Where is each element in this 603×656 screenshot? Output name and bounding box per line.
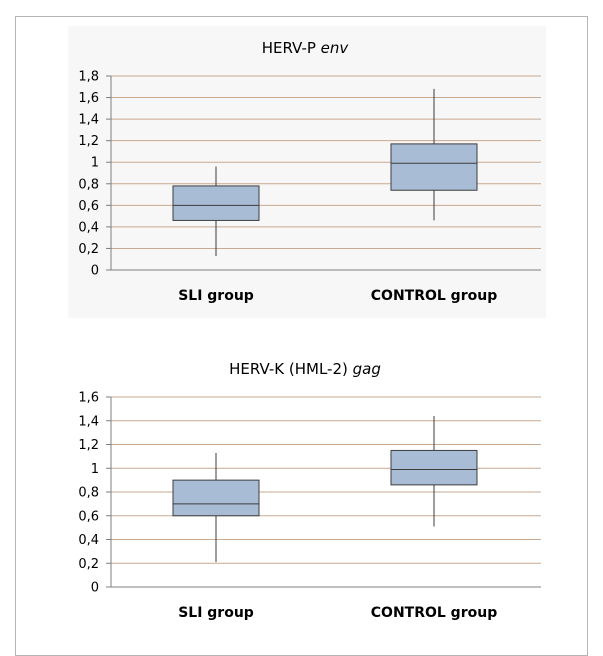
chart-2-y-tick-label: 0 [91,581,99,596]
chart-1-y-tick-label: 1,2 [78,134,99,149]
chart-2-title: HERV-K (HML-2) gag [229,360,381,378]
chart-2-y-tick-label: 0,4 [78,533,99,548]
chart-2-y-tick-label: 1,2 [78,438,99,453]
chart-1-y-tick-label: 0,2 [78,242,99,257]
chart-1-y-tick-label: 0 [91,264,99,279]
chart-2-y-tick-label: 1,4 [78,414,99,429]
chart-1-title: HERV-P env [262,39,350,57]
chart-2-box [390,449,478,486]
chart-1-category-label: SLI group [178,288,254,304]
chart-2-category-label: SLI group [178,605,254,621]
chart-2-box [172,479,260,517]
chart-1-y-tick-label: 1,4 [78,113,99,128]
chart-1-category-label: CONTROL group [371,288,497,304]
chart-2-y-tick-label: 0,6 [78,509,99,524]
chart-1-y-tick-label: 1,6 [78,91,99,106]
chart-1-title-text: HERV-P [262,39,321,57]
chart-1-y-tick-label: 0,6 [78,199,99,214]
chart-1-box [390,143,478,191]
chart-2-y-tick-label: 1,6 [78,391,99,406]
chart-2-title-italic: gag [353,360,381,378]
chart-2-y-tick-label: 0,8 [78,486,99,501]
chart-2-y-tick-label: 0,2 [78,557,99,572]
chart-1-y-tick-label: 1,8 [78,70,99,85]
chart-2-title-text: HERV-K (HML-2) [229,360,353,378]
chart-1-y-tick-label: 1 [91,156,99,171]
chart-1-y-tick-label: 0,4 [78,220,99,235]
chart-2-y-tick-label: 1 [91,462,99,477]
chart-2-category-label: CONTROL group [371,605,497,621]
chart-1-title-italic: env [321,39,350,57]
figure-canvas: HERV-P env HERV-K (HML-2) gag 0 0,2 0,4 0,6… [78,39,541,621]
chart-1-y-tick-label: 0,8 [78,177,99,192]
chart-1-box [172,185,260,221]
